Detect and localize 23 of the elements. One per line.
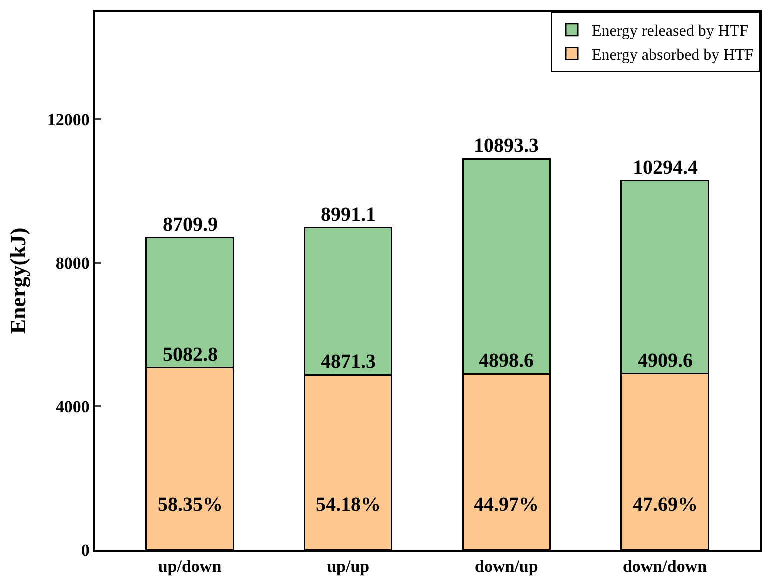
data-label: 5082.8	[163, 344, 218, 366]
annotation: 58.35%	[158, 494, 223, 516]
total-label: 8709.9	[163, 214, 218, 236]
annotation: 54.18%	[316, 494, 381, 516]
y-tick-label: 4000	[56, 397, 90, 416]
data-label: 4871.3	[321, 351, 376, 373]
annotation: 44.97%	[474, 494, 539, 516]
data-label: 4909.6	[638, 350, 693, 372]
x-tick-label: up/down	[158, 557, 222, 576]
annotation: 47.69%	[633, 494, 698, 516]
total-label: 10893.3	[474, 135, 539, 157]
y-tick-label: 12000	[47, 110, 90, 130]
legend-label: Energy released by HTF	[592, 23, 749, 40]
data-label: 4898.6	[479, 350, 534, 372]
total-label: 8991.1	[321, 204, 376, 226]
legend-label: Energy absorbed by HTF	[592, 46, 754, 64]
y-tick-label: 8000	[56, 254, 90, 274]
x-tick-label: down/up	[475, 557, 538, 576]
y-tick-label: 0	[81, 540, 90, 560]
y-axis-title: Energy(kJ)	[6, 228, 31, 334]
x-tick-label: up/up	[327, 557, 370, 576]
x-tick-label: down/down	[622, 557, 708, 576]
total-label: 10294.4	[633, 157, 698, 179]
